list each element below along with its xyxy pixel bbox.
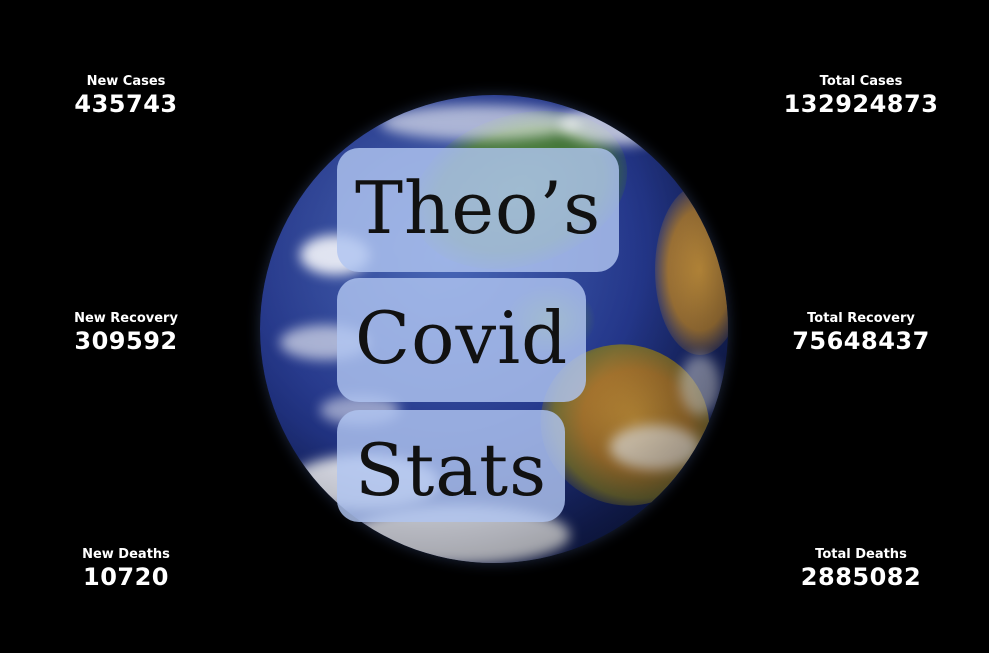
stat-total-deaths: Total Deaths 2885082 — [761, 547, 961, 591]
stat-new-recovery: New Recovery 309592 — [26, 311, 226, 355]
title-line-1: Theo’s — [337, 148, 620, 272]
stat-label: New Deaths — [82, 547, 170, 562]
stat-value: 435743 — [74, 90, 178, 118]
stat-label: Total Recovery — [807, 311, 915, 326]
stat-new-deaths: New Deaths 10720 — [26, 547, 226, 591]
stat-label: New Cases — [86, 74, 166, 89]
stat-value: 309592 — [74, 327, 178, 355]
stat-value: 75648437 — [792, 327, 930, 355]
stat-total-recovery: Total Recovery 75648437 — [761, 311, 961, 355]
stat-value: 132924873 — [783, 90, 939, 118]
title-line-2: Covid — [337, 278, 587, 402]
stat-total-cases: Total Cases 132924873 — [761, 74, 961, 118]
stat-label: Total Cases — [819, 74, 903, 89]
title-line-3: Stats — [337, 410, 566, 522]
stat-label: Total Deaths — [815, 547, 907, 562]
stat-value: 10720 — [83, 563, 169, 591]
stat-label: New Recovery — [74, 311, 178, 326]
stat-new-cases: New Cases 435743 — [26, 74, 226, 118]
stat-value: 2885082 — [800, 563, 922, 591]
